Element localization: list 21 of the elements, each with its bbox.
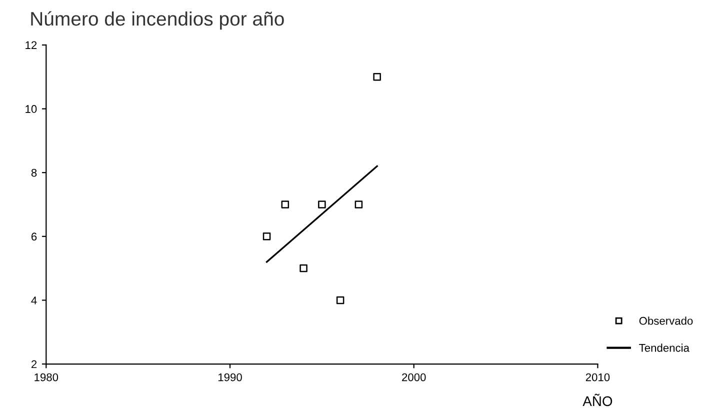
point: [281, 200, 290, 208]
legend-label: Observado: [639, 316, 693, 325]
y-tick-label: 10: [26, 105, 37, 113]
point: [262, 232, 271, 240]
point: [318, 200, 326, 208]
y-tick-label: 2: [31, 360, 37, 368]
point: [336, 296, 344, 304]
y-tick-label: 4: [31, 296, 37, 304]
x-tick-label: 1980: [34, 373, 58, 382]
x-tick-label: 1990: [218, 373, 242, 382]
legend-label: Tendencia: [639, 344, 690, 352]
y-tick-label: 12: [26, 41, 37, 50]
point: [373, 73, 381, 81]
point: [354, 200, 363, 208]
x-tick-label: 2000: [402, 373, 426, 382]
x-tick-label: 2010: [586, 373, 610, 382]
chart-title: Número de incendios por año: [31, 11, 284, 30]
y-tick-label: 6: [32, 232, 37, 241]
x-axis-title: AÑO: [582, 394, 612, 406]
point: [300, 264, 308, 272]
y-tick-label: 8: [31, 168, 37, 177]
